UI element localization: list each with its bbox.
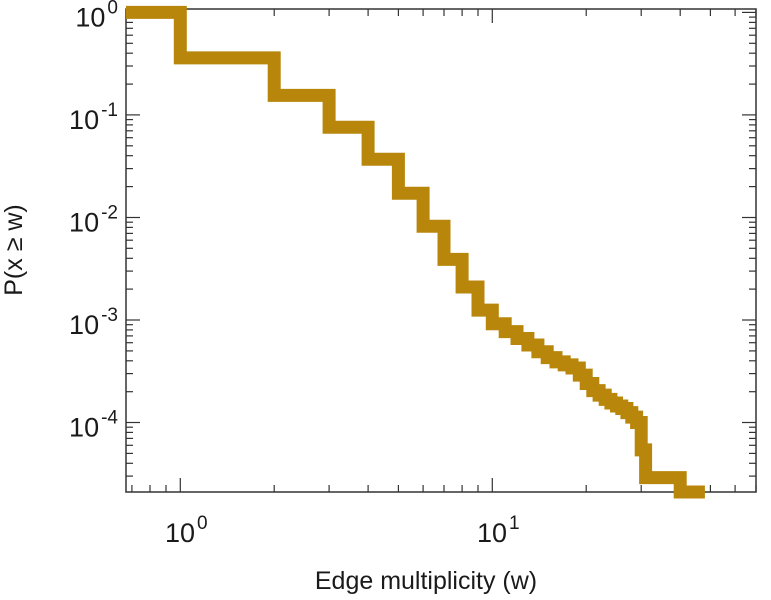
x-axis-label: Edge multiplicity (w) — [315, 567, 537, 595]
y-tick-label: 10 -3 — [69, 305, 118, 340]
y-axis-label: P(x ≥ w) — [0, 204, 28, 296]
y-tick-label: 10 -1 — [69, 100, 118, 135]
plot-frame — [125, 8, 757, 493]
x-tick-label: 10 0 — [165, 513, 208, 548]
y-tick-label: 10 0 — [75, 0, 118, 32]
series-line — [126, 5, 705, 499]
ticks — [126, 9, 757, 492]
tick-labels: 10 0 10 -1 10 -2 10 -3 10 -4 10 0 10 1 — [69, 0, 520, 548]
y-tick-label: 10 -4 — [69, 408, 118, 443]
y-tick-label: 10 -2 — [69, 202, 118, 237]
x-tick-label: 10 1 — [477, 513, 520, 548]
